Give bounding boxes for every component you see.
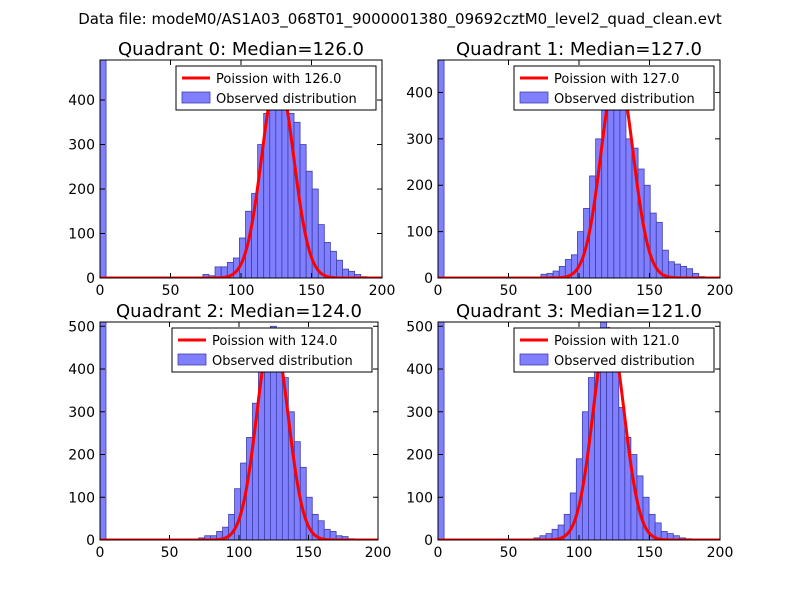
legend-box (175, 65, 377, 111)
y-tick-label: 100 (406, 225, 433, 241)
quadrant-3-panel: 0 50 100 150 200 0 100 200 300 400 500 Quadrant 3: … (406, 301, 733, 561)
y-tick-label: 400 (406, 85, 433, 101)
panel-title: Quadrant 1: Median=127.0 (456, 39, 702, 60)
histogram-bar (625, 138, 633, 278)
legend-bar-swatch (181, 91, 211, 104)
x-tick-label: 200 (369, 283, 396, 299)
y-tick-label: 100 (68, 227, 95, 243)
legend-bar-swatch (519, 353, 549, 366)
legend-label-observed: Observed distribution (554, 92, 695, 107)
x-tick-label: 50 (500, 283, 518, 299)
panel-title: Quadrant 2: Median=124.0 (116, 301, 362, 322)
histogram-bar (438, 322, 445, 540)
x-tick-label: 100 (566, 545, 593, 561)
x-tick-label: 200 (365, 545, 392, 561)
y-tick-label: 0 (424, 533, 433, 549)
histogram-bar (354, 274, 362, 278)
y-tick-label: 0 (424, 271, 433, 287)
y-tick-label: 0 (86, 271, 95, 287)
legend-bar-swatch (519, 91, 549, 104)
y-tick-label: 300 (406, 132, 433, 148)
legend-label-observed: Observed distribution (554, 354, 695, 369)
y-tick-label: 100 (406, 490, 433, 506)
x-tick-label: 100 (566, 283, 593, 299)
x-tick-label: 150 (298, 283, 325, 299)
histogram-bar (438, 60, 445, 278)
histogram-bar (329, 250, 337, 278)
y-tick-label: 300 (68, 138, 95, 154)
plot-area (438, 322, 720, 540)
x-tick-label: 0 (434, 545, 443, 561)
x-tick-label: 200 (707, 545, 734, 561)
legend-label-poisson: Poission with 121.0 (554, 334, 679, 349)
figure-suptitle: Data file: modeM0/AS1A03_068T01_90000013… (78, 10, 722, 29)
y-tick-label: 500 (406, 319, 433, 335)
y-tick-label: 300 (68, 405, 95, 421)
x-tick-label: 100 (228, 283, 255, 299)
y-tick-label: 200 (406, 178, 433, 194)
histogram-bar (674, 263, 681, 278)
y-tick-label: 200 (406, 448, 433, 464)
x-tick-label: 150 (636, 283, 663, 299)
panel-title: Quadrant 0: Median=126.0 (118, 39, 364, 60)
y-tick-label: 300 (406, 405, 433, 421)
x-tick-label: 0 (96, 283, 105, 299)
y-tick-label: 100 (68, 490, 95, 506)
quadrant-0-panel: 0 50 100 150 200 0 100 200 300 400 Quadrant 0: Med… (68, 39, 395, 299)
legend-label-observed: Observed distribution (216, 92, 357, 107)
legend-label-poisson: Poission with 126.0 (216, 72, 341, 87)
x-tick-label: 50 (161, 545, 179, 561)
y-tick-label: 400 (68, 362, 95, 378)
histogram-bar (281, 99, 289, 278)
legend-label-poisson: Poission with 124.0 (212, 334, 337, 349)
y-tick-label: 200 (68, 448, 95, 464)
y-tick-label: 0 (86, 533, 95, 549)
histogram-bar (100, 60, 107, 278)
legend-bar-swatch (177, 353, 207, 366)
histogram-bar (336, 259, 343, 278)
histogram-bar (100, 322, 107, 540)
x-tick-label: 0 (96, 545, 105, 561)
legend-label-observed: Observed distribution (212, 354, 353, 369)
histogram-bar (612, 368, 620, 540)
x-tick-label: 0 (434, 283, 443, 299)
histogram-bar (269, 92, 277, 278)
x-tick-label: 150 (636, 545, 663, 561)
plot-area (100, 322, 378, 540)
y-tick-label: 400 (406, 362, 433, 378)
y-tick-label: 200 (68, 182, 95, 198)
x-tick-label: 100 (226, 545, 253, 561)
x-tick-label: 50 (500, 545, 518, 561)
quadrant-1-panel: 0 50 100 150 200 0 100 200 300 400 Quadrant 1: Med… (406, 39, 733, 299)
quadrant-2-panel: 0 50 100 150 200 0 100 200 300 400 500 Quadrant 2: … (68, 301, 391, 561)
histogram-bar (618, 407, 626, 540)
x-tick-label: 200 (707, 283, 734, 299)
x-tick-label: 150 (295, 545, 322, 561)
legend-label-poisson: Poission with 127.0 (554, 72, 679, 87)
plot-area (100, 60, 382, 278)
histogram-bar (323, 242, 331, 278)
x-tick-label: 50 (162, 283, 180, 299)
histogram-bar (275, 360, 283, 540)
plot-area (438, 60, 720, 278)
y-tick-label: 400 (68, 93, 95, 109)
histogram-bar (680, 266, 687, 278)
histogram-bar (275, 104, 283, 278)
y-tick-label: 500 (68, 319, 95, 335)
histogram-bar (613, 92, 621, 278)
histogram-bar (305, 170, 313, 278)
panel-title: Quadrant 3: Median=121.0 (456, 301, 702, 322)
